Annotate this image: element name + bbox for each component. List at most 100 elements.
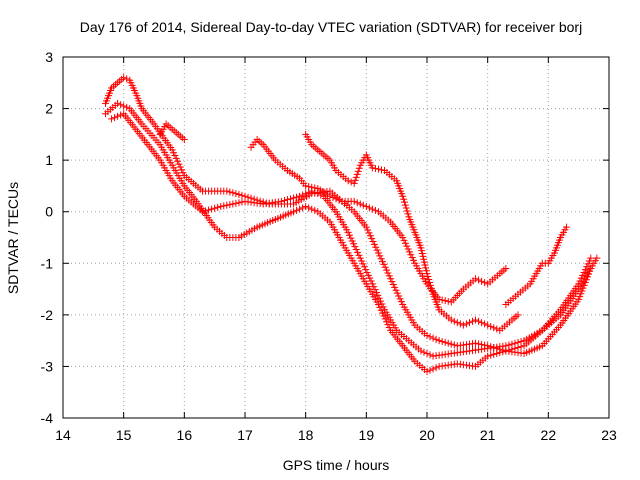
data-point bbox=[502, 264, 510, 272]
data-point bbox=[308, 183, 316, 191]
series-track-g bbox=[156, 120, 188, 144]
data-point bbox=[229, 189, 237, 197]
data-point bbox=[376, 252, 384, 260]
data-point bbox=[380, 260, 388, 268]
data-point bbox=[475, 276, 483, 284]
data-point bbox=[311, 184, 319, 192]
data-point bbox=[389, 280, 397, 288]
data-point bbox=[429, 365, 437, 373]
data-point bbox=[302, 182, 310, 190]
data-point bbox=[400, 195, 408, 203]
data-point bbox=[114, 99, 122, 107]
data-point bbox=[428, 287, 436, 295]
data-point bbox=[117, 111, 125, 119]
plot-frame bbox=[62, 56, 610, 419]
data-point bbox=[493, 350, 501, 358]
y-tick-label: 3 bbox=[45, 49, 53, 65]
data-point bbox=[360, 263, 368, 271]
data-point bbox=[385, 272, 393, 280]
chart-title: Day 176 of 2014, Sidereal Day-to-day VTE… bbox=[80, 19, 582, 35]
data-point bbox=[481, 320, 489, 328]
y-tick-label: -2 bbox=[41, 307, 54, 323]
data-point bbox=[168, 146, 176, 154]
data-point bbox=[490, 324, 498, 332]
x-tick-label: 20 bbox=[419, 427, 435, 443]
data-point bbox=[426, 278, 434, 286]
data-point bbox=[583, 263, 591, 271]
data-point bbox=[232, 199, 240, 207]
data-point bbox=[418, 250, 426, 258]
data-point bbox=[447, 340, 455, 348]
data-point bbox=[355, 251, 363, 259]
data-point bbox=[487, 351, 495, 359]
data-point bbox=[372, 289, 380, 297]
data-point bbox=[293, 193, 301, 201]
data-point bbox=[232, 190, 240, 198]
data-point bbox=[410, 256, 418, 264]
data-point bbox=[397, 298, 405, 306]
data-point bbox=[366, 232, 374, 240]
data-point bbox=[593, 254, 601, 262]
data-point bbox=[379, 303, 387, 311]
x-tick-label: 14 bbox=[55, 427, 71, 443]
data-point bbox=[350, 197, 358, 205]
data-point bbox=[484, 321, 492, 329]
data-point bbox=[478, 277, 486, 285]
data-point bbox=[462, 320, 470, 328]
data-point bbox=[362, 203, 370, 211]
data-point bbox=[369, 238, 377, 246]
data-point bbox=[368, 164, 376, 172]
data-point bbox=[179, 169, 187, 177]
data-point bbox=[114, 112, 122, 120]
data-point bbox=[305, 183, 313, 191]
data-point bbox=[350, 179, 358, 187]
data-point bbox=[353, 170, 361, 178]
y-tick-label: 2 bbox=[45, 101, 53, 117]
data-point bbox=[229, 200, 237, 208]
data-point bbox=[367, 277, 375, 285]
y-tick-label: -4 bbox=[41, 410, 54, 426]
data-point bbox=[351, 243, 359, 251]
data-point bbox=[305, 204, 313, 212]
series-track-e bbox=[302, 130, 522, 334]
x-tick-label: 23 bbox=[601, 427, 617, 443]
data-point bbox=[175, 160, 183, 168]
data-point bbox=[378, 166, 385, 174]
data-point bbox=[217, 203, 225, 211]
data-point bbox=[384, 269, 392, 277]
series-track-b bbox=[101, 99, 595, 376]
data-point bbox=[481, 279, 489, 287]
data-point bbox=[425, 275, 433, 283]
data-point bbox=[108, 115, 116, 123]
data-point bbox=[368, 205, 376, 213]
data-point bbox=[293, 206, 301, 214]
data-point bbox=[423, 331, 431, 339]
data-point bbox=[208, 205, 216, 213]
data-point bbox=[469, 317, 476, 325]
data-point bbox=[517, 338, 525, 346]
data-point bbox=[238, 191, 246, 199]
data-point bbox=[358, 257, 366, 265]
data-point bbox=[417, 244, 425, 252]
data-point bbox=[426, 333, 434, 341]
data-point bbox=[368, 235, 376, 243]
data-point bbox=[421, 261, 429, 269]
data-point bbox=[235, 199, 243, 207]
data-point bbox=[475, 317, 483, 325]
data-point bbox=[380, 312, 388, 320]
data-point bbox=[235, 191, 243, 199]
data-point bbox=[465, 319, 473, 327]
data-point bbox=[123, 103, 131, 111]
data-point bbox=[396, 295, 404, 303]
data-point bbox=[368, 280, 376, 288]
data-point bbox=[401, 201, 409, 209]
data-point bbox=[450, 341, 458, 349]
data-point bbox=[356, 200, 364, 208]
data-point bbox=[348, 237, 356, 245]
y-axis-label: SDTVAR / TECUs bbox=[5, 182, 21, 294]
data-point bbox=[308, 205, 316, 213]
data-point bbox=[478, 319, 486, 327]
data-point bbox=[427, 284, 435, 292]
data-point bbox=[223, 201, 231, 209]
